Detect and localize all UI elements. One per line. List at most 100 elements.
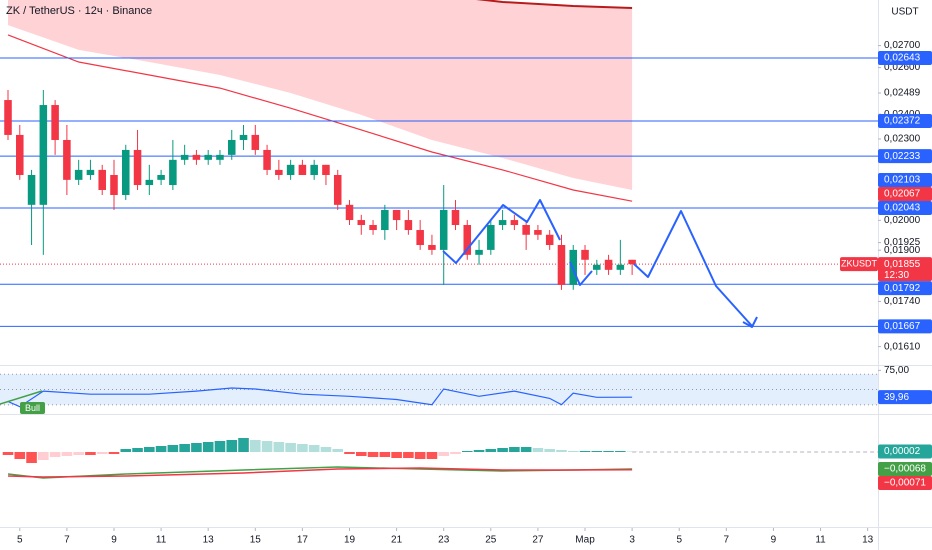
level-box [878,51,932,66]
candle-body [204,154,212,160]
candle-body [98,169,106,190]
y-tick-label: 75,00 [884,365,909,376]
candle-body [369,225,377,231]
candle-body [227,139,236,155]
macd-histogram-bar [202,442,214,452]
rsi-pane [0,373,878,408]
macd-histogram-bar [108,452,120,454]
macd-histogram-bar [320,447,332,452]
macd-histogram-bar [355,452,367,456]
price-box-countdown: 12:30 [884,270,909,281]
candle-body [322,164,330,175]
candle-body [298,164,307,175]
level-box [878,114,932,129]
x-tick-label: 17 [297,535,309,546]
macd-histogram-bar [61,452,73,456]
candle-body [498,220,507,226]
level-box [878,149,932,164]
macd-histogram-bar [96,452,108,454]
macd-histogram-bar [591,451,603,452]
ma-line [7,34,633,202]
candle-body [133,149,142,186]
pattern-line [442,199,561,264]
candle-body [110,174,118,195]
candle-body [27,174,36,205]
x-tick-label: 19 [344,535,356,546]
macd-histogram-bar [214,441,226,452]
macd-histogram-bar [403,452,414,458]
macd-histogram-bar [461,451,473,452]
candle-body [39,105,48,205]
macd-histogram-bar [167,445,179,452]
signal-line [7,467,633,478]
macd-box [878,462,932,476]
candle-body [357,220,366,226]
macd-histogram-bar [497,448,508,452]
macd-histogram-bar [332,449,344,452]
marker-box [878,172,932,187]
macd-histogram-bar [473,450,485,452]
macd-histogram-bar [308,445,320,452]
candle-body [216,154,224,160]
macd-histogram-bar [226,440,238,452]
macd-histogram-bar [273,442,285,452]
candle-body [345,204,354,221]
ma-box-label: 0,02067 [884,189,921,200]
y-tick-label: 0,02700 [884,40,921,51]
level-box-label: 0,02643 [884,53,921,64]
level-box [878,319,932,334]
cloud [8,0,633,190]
macd-histogram-bar [532,448,544,452]
rsi-box-label: 39,96 [884,392,909,403]
marker-box-label: 0,02103 [884,175,921,186]
macd-histogram-bar [391,452,402,458]
level-box-label: 0,01667 [884,321,921,332]
pattern-line [569,261,593,286]
macd-histogram-bar [450,452,461,454]
x-tick-label: 23 [438,535,450,546]
cloud-upper-line [476,0,633,9]
price-box-label: 0,01855 [884,259,921,270]
candle-body [522,225,530,235]
candle-body [451,209,460,226]
candle-body [510,220,519,226]
x-tick-label: 7 [724,535,730,546]
level-box-label: 0,02043 [884,203,921,214]
x-tick-label: 9 [111,535,117,546]
macd-histogram-bar [414,452,426,459]
axis-unit: USDT [891,7,918,18]
x-tick-label: Мар [575,535,595,546]
candle-body [286,164,295,175]
candle-body [439,209,448,250]
y-tick-label: 0,02600 [884,62,921,73]
macd-histogram-bar [556,450,567,452]
macd-histogram-bar [379,452,391,457]
candle-body [581,249,589,260]
x-tick-label: 5 [17,535,23,546]
macd-histogram-bar [26,452,37,463]
macd-histogram-bar [367,452,379,457]
candle-body [487,225,495,250]
macd-histogram-bar [85,452,96,455]
candle-body [310,164,318,175]
x-tick-label: 3 [629,535,635,546]
macd-histogram-bar [144,447,155,452]
rsi-line [7,387,633,408]
candle-body [121,149,130,195]
candle-body [475,249,483,255]
x-tick-label: 11 [815,535,826,546]
candle-body [51,105,59,140]
level-box [878,200,932,215]
x-tick-label: 15 [250,535,262,546]
ma-box [878,186,932,201]
projection-line [633,210,753,327]
signal-box-label: −0,00071 [884,478,926,489]
level-box [878,281,932,296]
x-tick-label: 25 [485,535,497,546]
macd-histogram-bar [38,452,49,460]
macd-histogram-bar [509,447,520,452]
candle-body [263,149,271,170]
candle-body [463,225,472,255]
